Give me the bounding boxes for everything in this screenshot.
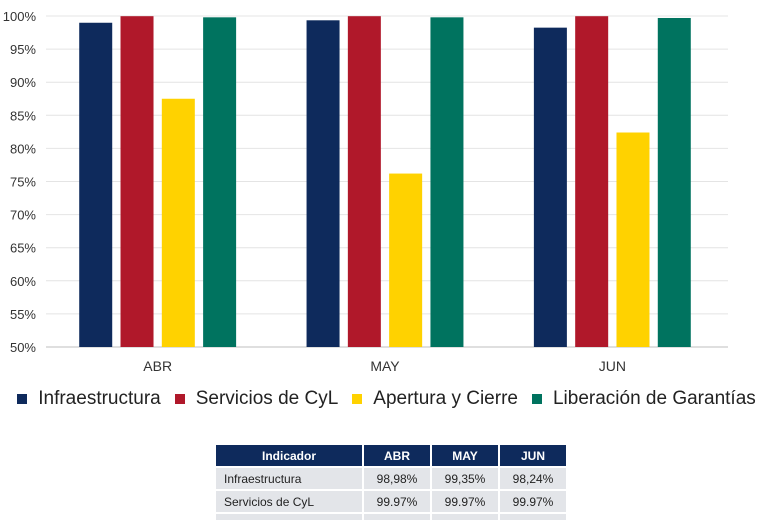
table-cell — [432, 514, 498, 520]
table-cell: 99.97% — [432, 491, 498, 512]
y-tick-label: 50% — [10, 340, 36, 355]
y-tick-label: 75% — [10, 175, 36, 190]
y-tick-label: 90% — [10, 75, 36, 90]
y-tick-label: 55% — [10, 307, 36, 322]
y-tick-label: 65% — [10, 241, 36, 256]
legend-swatch-servicios — [174, 394, 185, 404]
bar — [575, 16, 609, 347]
bar — [616, 132, 650, 347]
table-cell — [500, 514, 566, 520]
legend-item-apertura: Apertura y Cierre — [352, 388, 518, 410]
legend-label: Servicios de CyL — [195, 388, 339, 409]
y-tick-label: 70% — [10, 208, 36, 223]
x-tick-label: MAY — [370, 358, 400, 374]
bar — [306, 20, 340, 347]
table-header: Indicador — [216, 445, 362, 466]
x-tick-label: ABR — [143, 358, 172, 374]
table-cell: 99.97% — [364, 491, 430, 512]
chart-legend: Infraestructura Servicios de CyL Apertur… — [0, 386, 773, 412]
x-tick-label: JUN — [599, 358, 626, 374]
bar — [79, 22, 113, 347]
table-cell — [216, 514, 362, 520]
legend-label: Liberación de Garantías — [552, 388, 756, 409]
bar-chart: 50% 55% 60% 65% 70% 75% 80% 85% 90% 95% 100% ABR MAY… — [3, 9, 728, 374]
bar — [120, 16, 154, 347]
table-header: JUN — [500, 445, 566, 466]
y-tick-label: 85% — [10, 108, 36, 123]
table-cell: 98,24% — [500, 468, 566, 489]
table-row: Servicios de CyL 99.97% 99.97% 99.97% — [216, 491, 566, 512]
table-cell: Infraestructura — [216, 468, 362, 489]
table-cell: Servicios de CyL — [216, 491, 362, 512]
legend-label: Apertura y Cierre — [373, 388, 518, 409]
y-tick-label: 80% — [10, 141, 36, 156]
legend-item-infraestructura: Infraestructura — [17, 388, 161, 410]
legend-swatch-liberacion — [531, 394, 542, 404]
y-tick-label: 100% — [3, 9, 37, 24]
legend-item-servicios: Servicios de CyL — [174, 388, 339, 410]
bar — [389, 173, 423, 347]
table-header: MAY — [432, 445, 498, 466]
table-cell: 99,35% — [432, 468, 498, 489]
legend-label: Infraestructura — [38, 388, 161, 409]
table-header: ABR — [364, 445, 430, 466]
table-row: Infraestructura 98,98% 99,35% 98,24% — [216, 468, 566, 489]
legend-swatch-infraestructura — [17, 394, 28, 404]
table-cell — [364, 514, 430, 520]
table-cell: 98,98% — [364, 468, 430, 489]
table-cell: 99.97% — [500, 491, 566, 512]
table-header-row: Indicador ABR MAY JUN — [216, 445, 566, 466]
bar — [203, 17, 237, 347]
legend-item-liberacion: Liberación de Garantías — [531, 388, 756, 410]
bar — [430, 17, 464, 347]
table-row — [216, 514, 566, 520]
y-tick-label: 95% — [10, 42, 36, 57]
indicator-table: Indicador ABR MAY JUN Infraestructura 98… — [214, 443, 568, 522]
bar — [347, 16, 381, 347]
y-tick-label: 60% — [10, 274, 36, 289]
bar — [533, 27, 567, 348]
bar — [161, 98, 195, 347]
legend-swatch-apertura — [352, 394, 363, 404]
bar — [657, 17, 691, 348]
